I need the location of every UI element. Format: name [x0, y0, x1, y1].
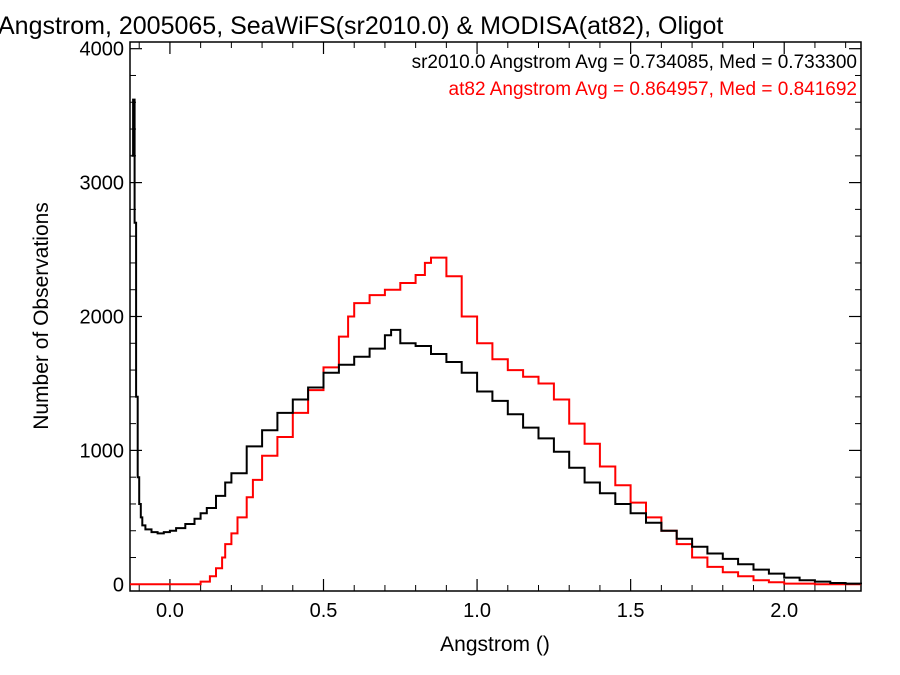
x-tick-label: 1.5 [617, 600, 645, 622]
x-tick-label: 0.5 [310, 600, 338, 622]
legend-entry: sr2010.0 Angstrom Avg = 0.734085, Med = … [412, 52, 857, 73]
y-tick-label: 4000 [80, 39, 125, 61]
legend: sr2010.0 Angstrom Avg = 0.734085, Med = … [412, 52, 857, 100]
y-axis-label: Number of Observations [30, 202, 53, 430]
x-tick-label: 2.0 [770, 600, 798, 622]
y-tick-label: 2000 [80, 307, 125, 329]
x-tick-label: 1.0 [463, 600, 491, 622]
x-axis-label: Angstrom () [440, 633, 550, 656]
x-tick-label: 0.0 [156, 600, 184, 622]
chart-title: Angstrom, 2005065, SeaWiFS(sr2010.0) & M… [0, 12, 723, 40]
y-tick-label: 0 [113, 574, 124, 596]
series-line-sr2010 [131, 98, 862, 585]
series-line-at82 [130, 256, 861, 586]
y-tick-label: 1000 [80, 440, 125, 462]
plot-frame [129, 41, 862, 592]
series-lines [130, 98, 862, 586]
y-tick-label: 3000 [80, 173, 125, 195]
axis-ticks: 0.0 0.5 1.0 1.5 2.0 0 1000 2000 3000 4000 [80, 39, 861, 622]
legend-entry: at82 Angstrom Avg = 0.864957, Med = 0.84… [449, 79, 857, 100]
